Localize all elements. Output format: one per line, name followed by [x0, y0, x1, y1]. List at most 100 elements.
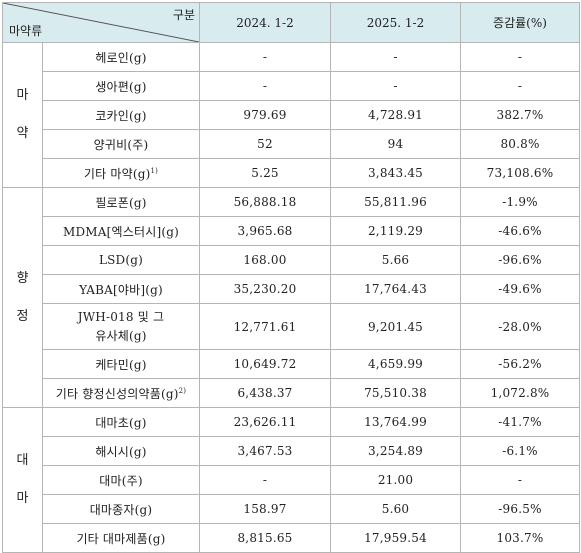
- change-rate: -56.2%: [460, 349, 580, 379]
- value-2025: 5.60: [330, 494, 461, 524]
- header-row: 구분 마약류 2024. 1-2 2025. 1-2 증감률(%): [2, 2, 580, 43]
- value-2025: 17,959.54: [330, 523, 461, 553]
- value-2024: 52: [199, 129, 331, 159]
- item-cell: 대마초(g): [42, 407, 200, 437]
- value-2025: 4,659.99: [330, 349, 461, 379]
- category-char: 정: [16, 308, 29, 324]
- value-2024: 10,649.72: [199, 349, 331, 379]
- table-row: 케타민(g) 10,649.72 4,659.99 -56.2%: [3, 349, 580, 379]
- value-2025: 5.66: [330, 245, 461, 275]
- category-char: 약: [16, 126, 29, 141]
- change-rate: 73,108.6%: [460, 158, 580, 188]
- change-rate: -96.6%: [460, 245, 580, 275]
- item-name: 대마(주): [99, 473, 143, 488]
- item-name: MDMA[엑스터시](g): [62, 224, 180, 239]
- table-row: 기타 마약(g)1) 5.25 3,843.45 73,108.6%: [3, 158, 580, 188]
- item-name: JWH-018 및 그 유사체(g): [77, 309, 165, 343]
- item-cell: 케타민(g): [42, 349, 200, 379]
- item-cell: MDMA[엑스터시](g): [42, 216, 200, 246]
- change-rate: 382.7%: [460, 100, 580, 130]
- table-row: 기타 대마제품(g) 8,815.65 17,959.54 103.7%: [3, 523, 580, 553]
- value-2024: 56,888.18: [199, 187, 331, 217]
- change-rate: -: [460, 42, 580, 72]
- table-row: 대마(주) -21.00-: [3, 465, 580, 495]
- value-2025: 2,119.29: [330, 216, 461, 246]
- change-rate: 103.7%: [460, 523, 580, 553]
- value-2024: 23,626.11: [199, 407, 331, 437]
- item-cell: 양귀비(주): [42, 129, 200, 159]
- category-char: 마: [16, 491, 29, 506]
- change-rate: -96.5%: [460, 494, 580, 524]
- table-row: 해시시(g) 3,467.53 3,254.89 -6.1%: [3, 436, 580, 466]
- value-2024: 8,815.65: [199, 523, 331, 553]
- header-change-rate: 증감률(%): [460, 2, 580, 43]
- header-category-label: 구분: [172, 8, 195, 22]
- value-2025: 17,764.43: [330, 274, 461, 304]
- item-name: 기타 향정신성의약품(g): [55, 386, 179, 401]
- item-cell: 헤로인(g): [42, 42, 200, 72]
- value-2024: 168.00: [199, 245, 331, 275]
- value-2024: 6,438.37: [199, 378, 331, 408]
- item-name: 대마초(g): [95, 415, 147, 430]
- value-2024: 158.97: [199, 494, 331, 524]
- value-2024: 3,965.68: [199, 216, 331, 246]
- item-name: 생아편(g): [95, 79, 147, 94]
- change-rate: -41.7%: [460, 407, 580, 437]
- change-rate: -49.6%: [460, 274, 580, 304]
- item-name: 헤로인(g): [95, 50, 147, 65]
- item-cell: 대마종자(g): [42, 494, 200, 524]
- diagonal-divider: [3, 3, 199, 42]
- table-row: 기타 향정신성의약품(g)2) 6,438.37 75,510.38 1,072.8%: [3, 378, 580, 408]
- item-cell: LSD(g): [42, 245, 200, 275]
- value-2025: 94: [330, 129, 461, 159]
- item-cell: 해시시(g): [42, 436, 200, 466]
- item-cell: 기타 대마제품(g): [42, 523, 200, 553]
- table-row: 생아편(g) - - -: [3, 71, 580, 101]
- table-row: 코카인(g) 979.69 4,728.91 382.7%: [3, 100, 580, 130]
- item-cell: 생아편(g): [42, 71, 200, 101]
- category-char: 마: [16, 88, 29, 103]
- header-drug-type-label: 마약류: [9, 24, 43, 38]
- item-cell: 대마(주): [42, 465, 200, 495]
- value-2025: 3,254.89: [330, 436, 461, 466]
- item-name: 해시시(g): [95, 444, 147, 459]
- item-name: 기타 대마제품(g): [76, 531, 166, 546]
- change-rate: -: [460, 71, 580, 101]
- value-2025: -: [330, 42, 461, 72]
- value-2025: 4,728.91: [330, 100, 461, 130]
- item-cell: 기타 향정신성의약품(g)2): [42, 378, 200, 408]
- item-cell: 코카인(g): [42, 100, 200, 130]
- item-name: 대마종자(g): [89, 502, 153, 517]
- value-2024: -: [199, 71, 331, 101]
- item-cell: JWH-018 및 그 유사체(g): [42, 303, 200, 350]
- change-rate: -46.6%: [460, 216, 580, 246]
- item-name: 기타 마약(g): [83, 166, 151, 181]
- value-2024: 5.25: [199, 158, 331, 188]
- table-row: YABA[야바](g) 35,230.20 17,764.43 -49.6%: [3, 274, 580, 304]
- change-rate: -: [460, 465, 580, 495]
- category-char: 향: [16, 270, 29, 286]
- table-row: 대마종자(g) 158.97 5.60 -96.5%: [3, 494, 580, 524]
- value-2024: -: [199, 42, 331, 72]
- table-row: MDMA[엑스터시](g) 3,965.68 2,119.29 -46.6%: [3, 216, 580, 246]
- value-2025: -: [330, 71, 461, 101]
- category-char: 대: [16, 453, 29, 468]
- header-2025: 2025. 1-2: [330, 2, 461, 43]
- value-2024: 35,230.20: [199, 274, 331, 304]
- footnote-mark: 1): [150, 166, 159, 175]
- item-name: YABA[야바](g): [79, 282, 163, 297]
- value-2025: 13,764.99: [330, 407, 461, 437]
- item-name: 케타민(g): [95, 357, 147, 372]
- value-2024: 12,771.61: [199, 303, 331, 350]
- table-row: JWH-018 및 그 유사체(g) 12,771.61 9,201.45 -28.0…: [3, 303, 580, 350]
- value-2024: -: [199, 465, 331, 495]
- value-2024: 979.69: [199, 100, 331, 130]
- header-corner-cell: 구분 마약류: [2, 2, 200, 43]
- table-row: LSD(g) 168.00 5.66 -96.6%: [3, 245, 580, 275]
- item-cell: YABA[야바](g): [42, 274, 200, 304]
- value-2025: 3,843.45: [330, 158, 461, 188]
